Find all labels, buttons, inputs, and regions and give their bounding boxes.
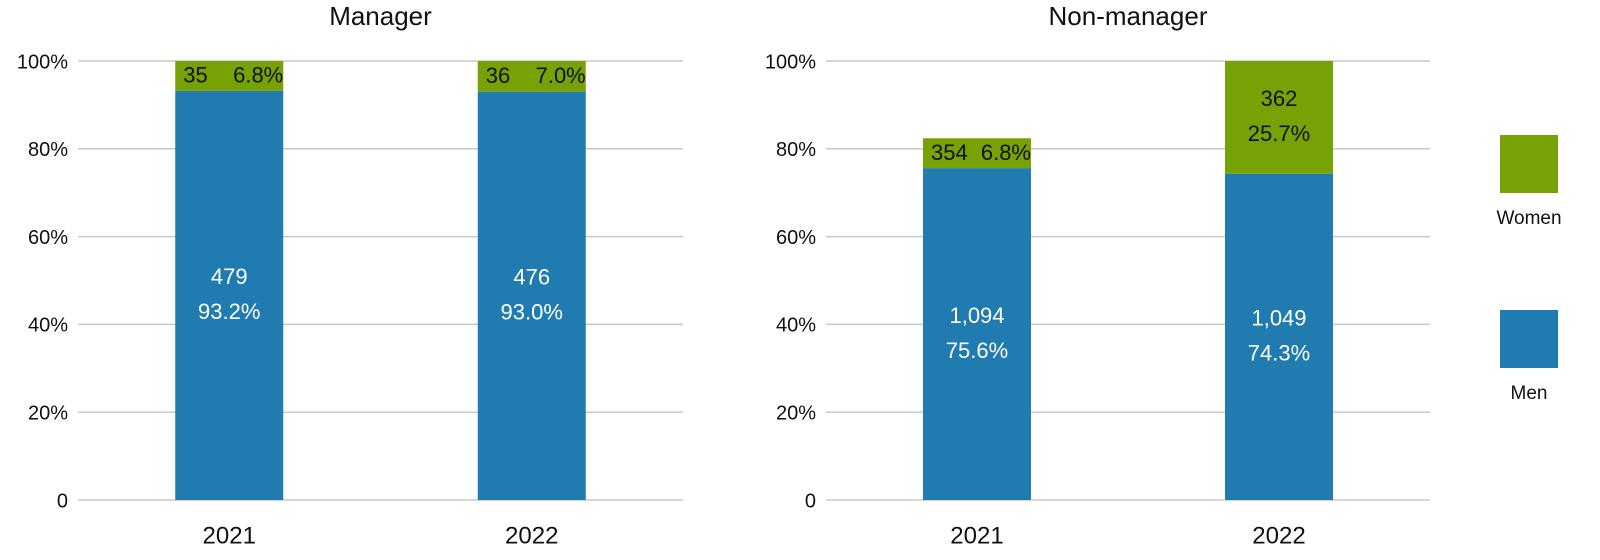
count-label: 354: [931, 140, 968, 165]
value-label: 6.8%: [981, 140, 1031, 165]
bar-segment: [923, 168, 1031, 500]
y-tick-label: 40%: [28, 315, 68, 337]
x-tick-label: 2021: [203, 522, 256, 549]
y-tick-label: 20%: [776, 402, 816, 424]
y-tick-label: 60%: [776, 227, 816, 249]
chart-title: Manager: [329, 1, 432, 31]
count-label: 362: [1261, 86, 1298, 111]
count-label: 1,094: [949, 303, 1004, 328]
count-label: 479: [211, 264, 248, 289]
value-label: 25.7%: [1248, 121, 1310, 146]
count-label: 1,049: [1251, 306, 1306, 331]
y-tick-label: 100%: [17, 51, 68, 73]
y-tick-label: 80%: [28, 139, 68, 161]
bar-segment: [923, 138, 1031, 169]
y-tick-label: 100%: [765, 51, 816, 73]
count-label: 35: [183, 63, 207, 88]
value-label: 74.3%: [1248, 341, 1310, 366]
x-tick-label: 2022: [1252, 522, 1305, 549]
x-tick-label: 2022: [505, 522, 558, 549]
legend-swatch: [1500, 310, 1558, 368]
legend-label: Men: [1511, 383, 1548, 404]
value-label: 7.0%: [536, 63, 586, 88]
y-tick-label: 0: [805, 490, 816, 512]
legend-label: Women: [1496, 208, 1561, 229]
legend-swatch: [1500, 135, 1558, 193]
value-label: 93.2%: [198, 299, 260, 324]
x-tick-label: 2021: [950, 522, 1003, 549]
bar-segment: [477, 91, 586, 500]
value-label: 6.8%: [233, 63, 283, 88]
y-tick-label: 40%: [776, 315, 816, 337]
bar-segment: [175, 90, 284, 501]
count-label: 36: [486, 63, 510, 88]
y-tick-label: 20%: [28, 402, 68, 424]
bar-segment: [477, 61, 586, 92]
bar-segment: [1225, 61, 1333, 174]
bar-segment: [1225, 173, 1333, 500]
value-label: 93.0%: [501, 300, 563, 325]
y-tick-label: 0: [57, 490, 68, 512]
value-label: 75.6%: [946, 338, 1008, 363]
chart-title: Non-manager: [1049, 1, 1208, 31]
bar-segment: [175, 61, 284, 91]
y-tick-label: 60%: [28, 227, 68, 249]
y-tick-label: 80%: [776, 139, 816, 161]
count-label: 476: [513, 265, 550, 290]
